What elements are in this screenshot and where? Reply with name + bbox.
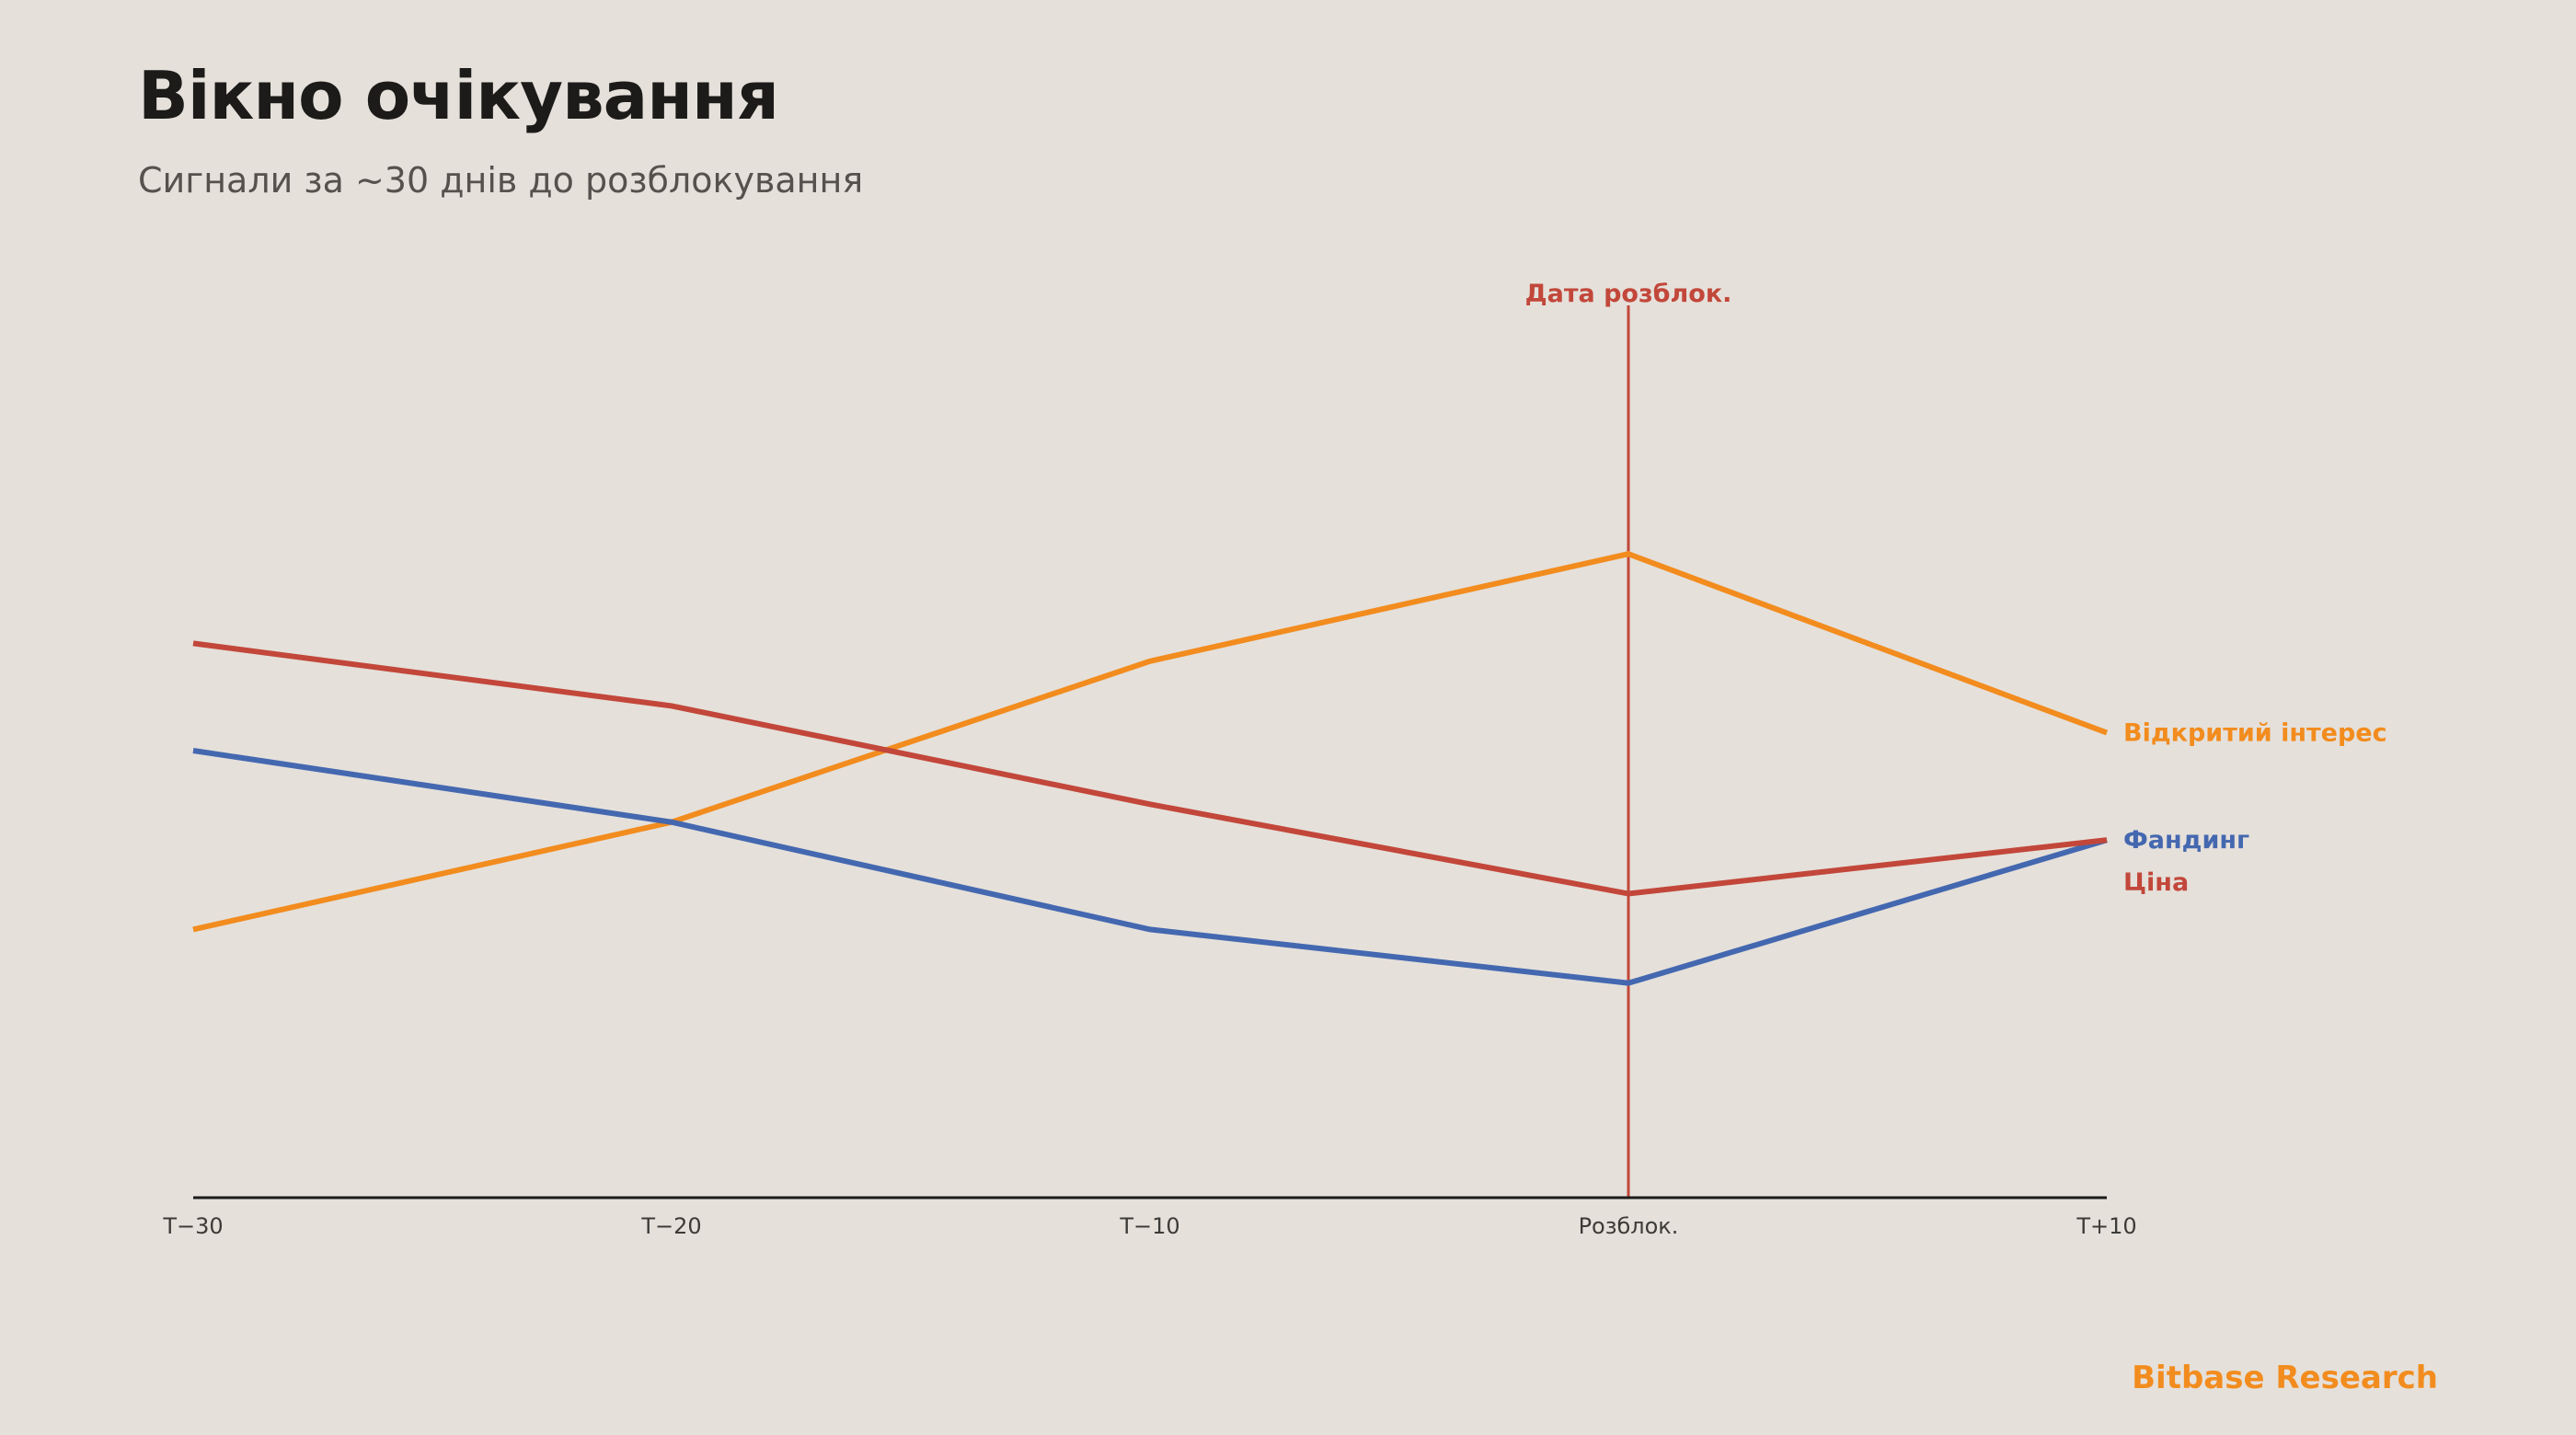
- unlock-date-label: Дата розблок.: [1525, 280, 1732, 308]
- x-tick-label: T+10: [2076, 1213, 2136, 1239]
- chart-subtitle: Сигнали за ~30 днів до розблокування: [138, 160, 864, 201]
- series-label-1: Фандинг: [2123, 826, 2249, 855]
- x-tick-label: T−10: [1119, 1213, 1179, 1239]
- x-axis: T−30 T−20 T−10 Розблок. T+10: [162, 1196, 2137, 1239]
- series-label-0: Відкритий інтерес: [2123, 719, 2387, 748]
- x-tick-label: Розблок.: [1579, 1213, 1679, 1239]
- chart-title: Вікно очікування: [138, 57, 779, 134]
- series-labels: Відкритий інтерес Фандинг Ціна: [2123, 719, 2387, 898]
- series-line-2: [192, 640, 2108, 897]
- brand-logo: Bitbase Research: [2132, 1360, 2438, 1396]
- series-layer: [192, 551, 2109, 986]
- x-tick-label: T−30: [162, 1213, 223, 1239]
- x-tick-label: T−20: [640, 1213, 701, 1239]
- series-label-2: Ціна: [2123, 868, 2189, 897]
- unlock-marker-layer: Дата розблок.: [1525, 280, 1732, 1198]
